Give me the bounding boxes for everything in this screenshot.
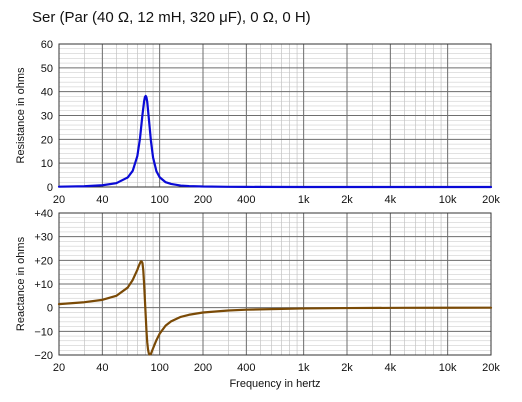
- reactance-x-axis-title: Frequency in hertz: [229, 378, 320, 390]
- resistance-x-tick-label: 100: [150, 194, 168, 206]
- resistance-x-tick-label: 20k: [482, 194, 500, 206]
- resistance-x-tick-label: 4k: [385, 194, 397, 206]
- reactance-x-tick-label: 2k: [341, 362, 353, 374]
- reactance-x-tick-label: 20: [53, 362, 65, 374]
- reactance-x-tick-label: 10k: [439, 362, 457, 374]
- reactance-y-tick-label: +30: [34, 232, 53, 244]
- resistance-series-line: [57, 94, 493, 189]
- reactance-y-tick-label: −20: [34, 350, 53, 362]
- reactance-y-axis-title: Reactance in ohms: [15, 236, 27, 331]
- reactance-y-tick-label: +10: [34, 279, 53, 291]
- reactance-x-tick-label: 20k: [482, 362, 500, 374]
- reactance-y-tick-label: +20: [34, 255, 53, 267]
- chart-title: Ser (Par (40 Ω, 12 mH, 320 μF), 0 Ω, 0 H…: [32, 9, 311, 26]
- resistance-y-axis-title: Resistance in ohms: [15, 67, 27, 163]
- resistance-y-tick-label: 50: [41, 63, 53, 75]
- resistance-x-tick-label: 40: [96, 194, 108, 206]
- reactance-x-tick-label: 400: [237, 362, 255, 374]
- resistance-y-tick-label: 40: [41, 87, 53, 99]
- reactance-series-line: [57, 260, 493, 356]
- reactance-y-tick-label: −10: [34, 326, 53, 338]
- reactance-frame: [58, 212, 492, 356]
- resistance-y-tick-label: 60: [41, 39, 53, 51]
- resistance-y-tick-label: 10: [41, 158, 53, 170]
- resistance-y-tick-label: 0: [47, 182, 53, 194]
- resistance-x-tick-label: 200: [194, 194, 212, 206]
- reactance-x-tick-label: 100: [150, 362, 168, 374]
- resistance-x-tick-label: 10k: [439, 194, 457, 206]
- resistance-x-tick-label: 400: [237, 194, 255, 206]
- resistance-x-tick-label: 1k: [298, 194, 310, 206]
- reactance-x-tick-label: 40: [96, 362, 108, 374]
- reactance-x-tick-label: 4k: [385, 362, 397, 374]
- resistance-x-tick-label: 20: [53, 194, 65, 206]
- reactance-x-tick-label: 1k: [298, 362, 310, 374]
- resistance-x-tick-label: 2k: [341, 194, 353, 206]
- reactance-y-tick-label: +40: [34, 208, 53, 220]
- reactance-y-tick-label: 0: [47, 303, 53, 315]
- resistance-y-tick-label: 30: [41, 111, 53, 123]
- reactance-panel: −20 −10 0 +10 +20 +30 +40 20 40 100 200 400 1k 2k 4k 10…: [15, 208, 500, 390]
- reactance-x-tick-label: 200: [194, 362, 212, 374]
- resistance-y-tick-label: 20: [41, 134, 53, 146]
- resistance-panel: 0 10 20 30 40 50 60 20 40 100 200 400 1k 2k 4k 10k 20k Re…: [15, 39, 500, 206]
